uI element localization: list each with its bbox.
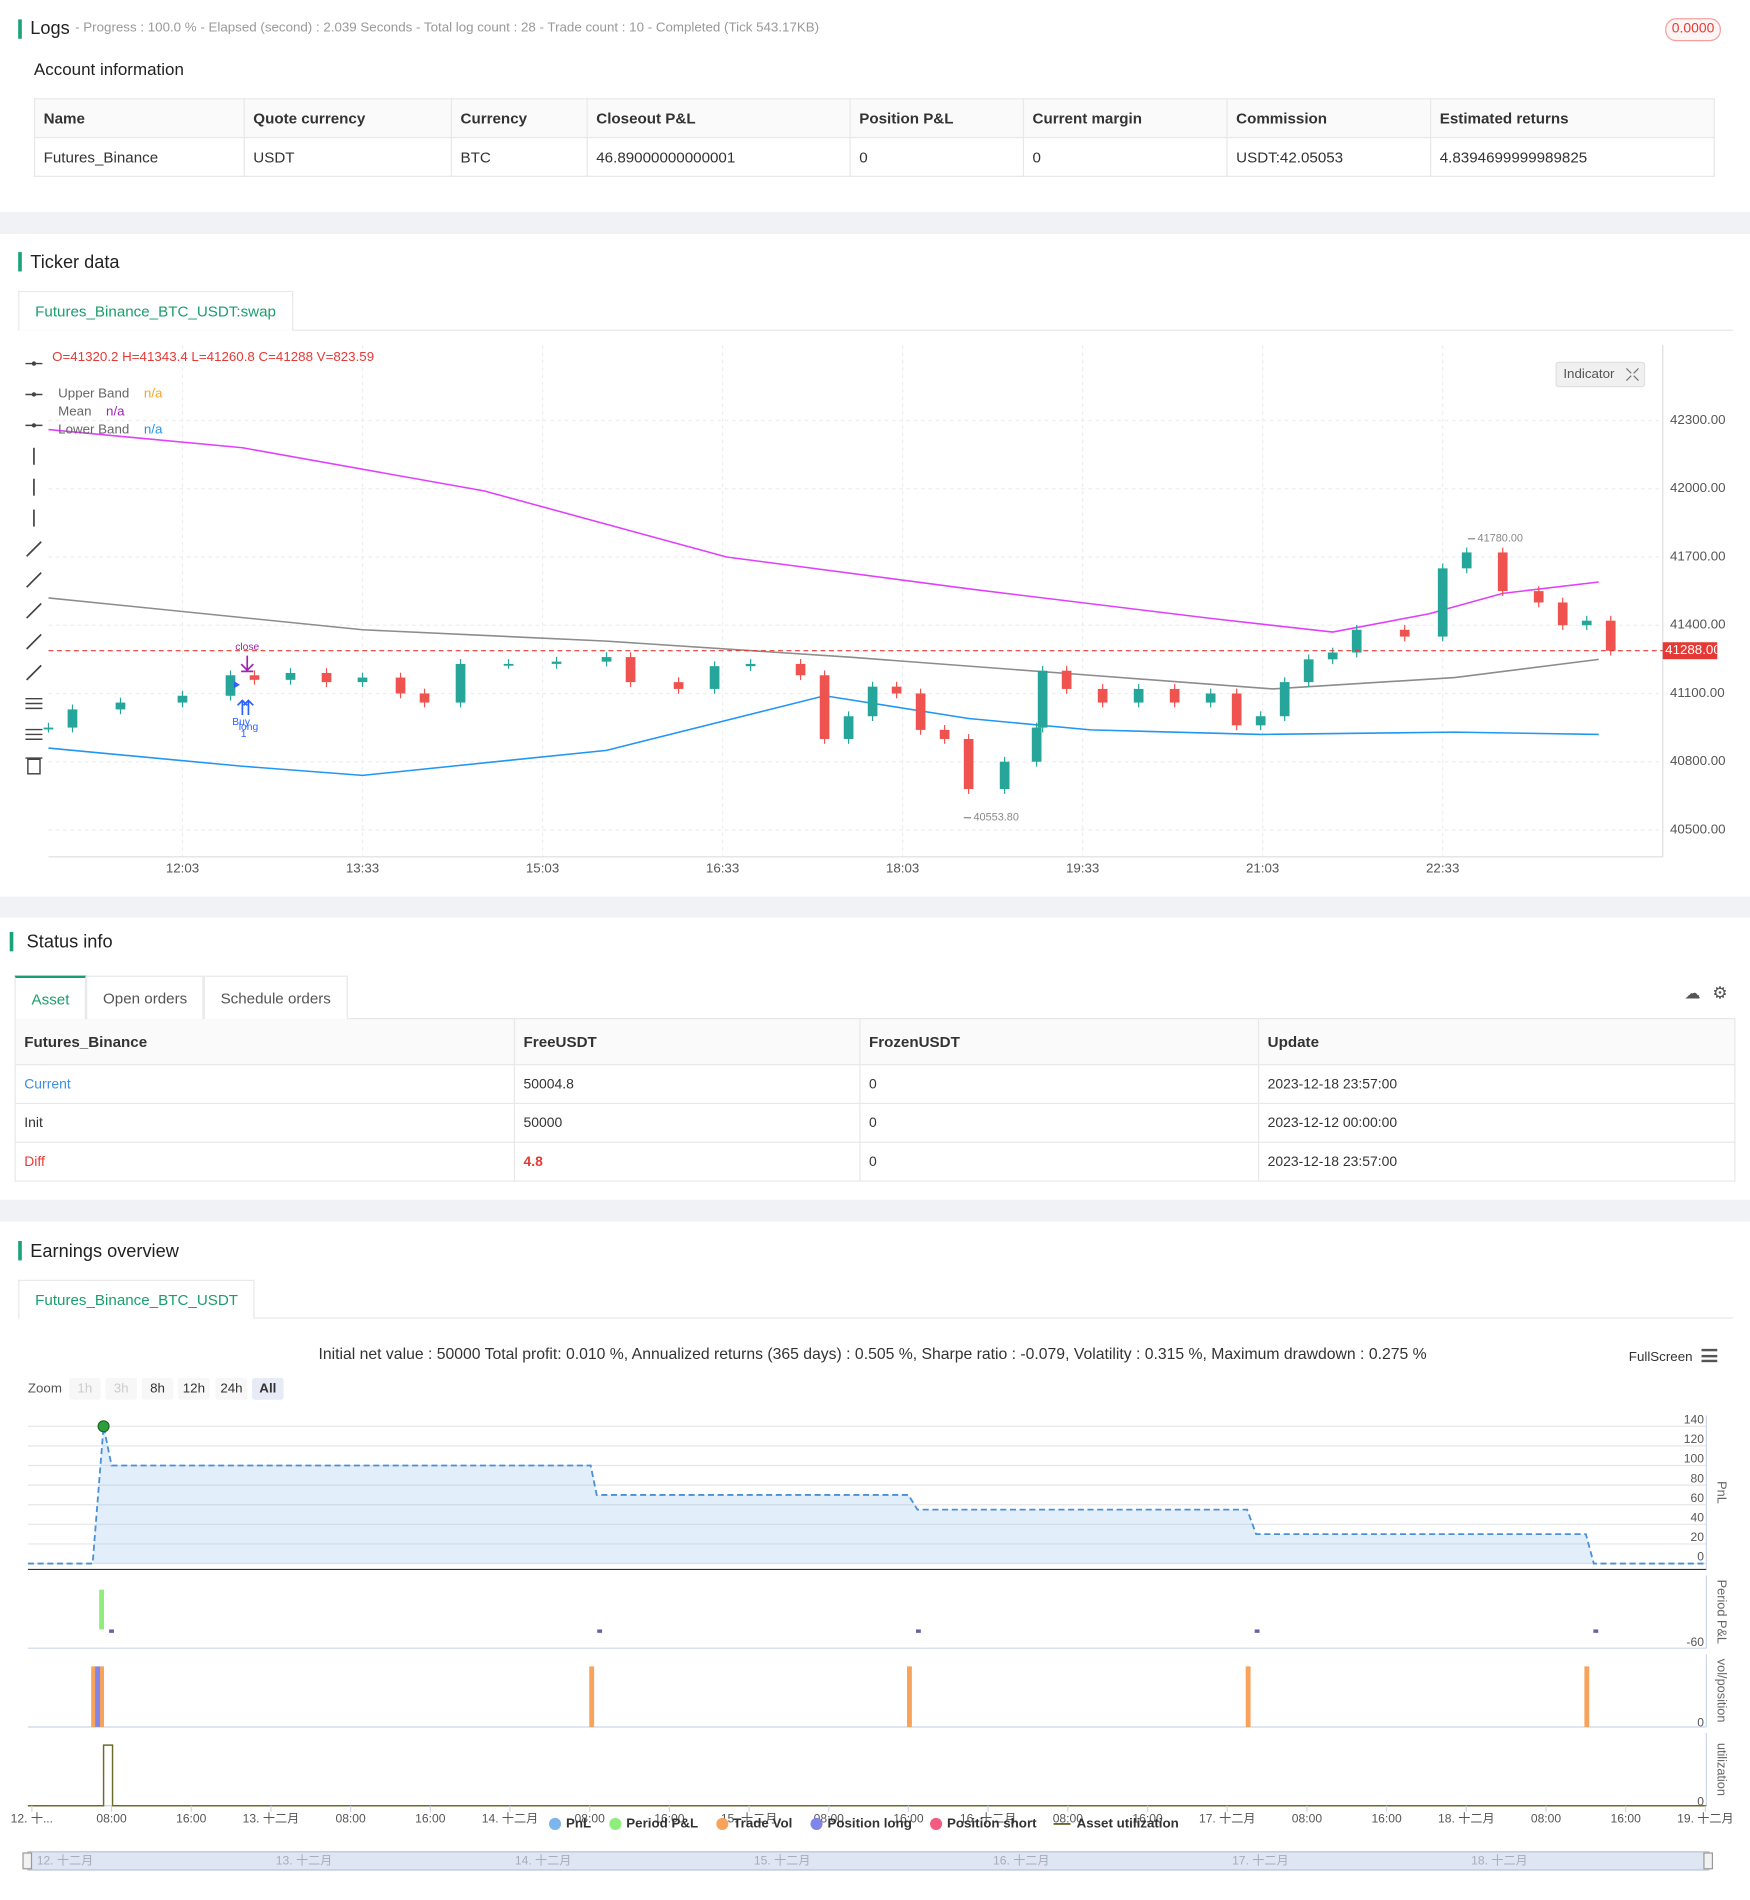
ticker-section: Ticker data Futures_Binance_BTC_USDT:swa… — [0, 233, 1750, 897]
fullscreen[interactable]: FullScreen — [1628, 1350, 1693, 1365]
zoom-button[interactable]: 1h — [69, 1377, 101, 1400]
header-cell: FrozenUSDT — [859, 1018, 1260, 1066]
zoom-button[interactable]: 3h — [105, 1377, 137, 1400]
header-cell: Commission — [1226, 98, 1432, 139]
status-tab[interactable]: Schedule orders — [203, 975, 348, 1020]
cell: USDT — [243, 136, 453, 177]
ticker-title: Ticker data — [30, 252, 120, 273]
cell: Init — [14, 1102, 516, 1143]
header-cell: Quote currency — [243, 98, 453, 139]
header-cell: Current margin — [1022, 98, 1228, 139]
logs-section: Logs - Progress : 100.0 % - Elapsed (sec… — [0, 0, 1750, 213]
cell: 4.8394699999989825 — [1430, 136, 1715, 177]
cell: 2023-12-18 23:57:00 — [1257, 1064, 1736, 1105]
cell: 0 — [849, 136, 1025, 177]
row: Diff 4.8 0 2023-12-18 23:57:00 — [14, 1141, 1736, 1182]
zoom-button[interactable]: 24h — [215, 1377, 248, 1400]
cell: 2023-12-18 23:57:00 — [1257, 1141, 1736, 1182]
header-cell: Closeout P&L — [586, 98, 851, 139]
header-cell: Currency — [450, 98, 588, 139]
cell: 50004.8 — [513, 1064, 861, 1105]
cloud-icon[interactable]: ☁ — [1684, 984, 1701, 1003]
accent — [18, 1240, 22, 1261]
cell: 0 — [1022, 136, 1228, 177]
progress: - Progress : 100.0 % - Elapsed (second) … — [75, 20, 820, 36]
logs-title: Logs — [30, 18, 70, 39]
status-tab[interactable]: Asset — [14, 975, 87, 1020]
cell: 46.89000000000001 — [586, 136, 851, 177]
cell: 0 — [859, 1102, 1260, 1143]
accent — [18, 252, 22, 272]
cell: 0 — [859, 1141, 1260, 1182]
cell: 2023-12-12 00:00:00 — [1257, 1102, 1736, 1143]
cell: 50000 — [513, 1102, 861, 1143]
status-section: Status info ☁ ⚙ Futures_Binance FreeUSDT F… — [0, 917, 1750, 1200]
tab-line — [18, 329, 1734, 331]
header-cell: Futures_Binance — [14, 1018, 516, 1066]
zoom-button[interactable]: All — [252, 1377, 284, 1400]
earnings-title: Earnings overview — [30, 1240, 179, 1262]
status-title: Status info — [26, 931, 113, 953]
menu-icon[interactable] — [1701, 1348, 1718, 1363]
header-row: Futures_Binance FreeUSDT FrozenUSDT Update — [14, 1018, 1736, 1066]
zoom-label: Zoom — [27, 1381, 62, 1397]
cell: 4.8 — [513, 1141, 861, 1182]
zoom-button[interactable]: 12h — [178, 1377, 210, 1400]
cell: BTC — [450, 136, 588, 177]
row: Futures_Binance USDT BTC 46.89000000000001 0… — [33, 136, 1715, 177]
tab-line — [18, 1317, 1734, 1319]
header-cell: Update — [1257, 1018, 1736, 1066]
header-row: Name Quote currency Currency Closeout P&L Po… — [33, 98, 1715, 139]
header-cell: Estimated returns — [1430, 98, 1715, 139]
cell: Futures_Binance — [33, 136, 245, 177]
status-table: Futures_Binance FreeUSDT FrozenUSDT Update C… — [14, 1018, 1736, 1182]
header-cell: Position P&L — [849, 98, 1025, 139]
badge: 0.0000 — [1665, 18, 1721, 42]
status-tab[interactable]: Open orders — [86, 975, 205, 1020]
accent — [9, 931, 14, 952]
cell: Diff — [14, 1141, 516, 1182]
cell: USDT:42.05053 — [1226, 136, 1432, 177]
row: Current 50004.8 0 2023-12-18 23:57:00 — [14, 1064, 1736, 1105]
account-title: Account information — [33, 59, 184, 79]
zoom-button[interactable]: 8h — [141, 1377, 174, 1400]
header-cell: Name — [33, 98, 245, 139]
account-table: Name Quote currency Currency Closeout P&L Po… — [33, 98, 1715, 177]
header-cell: FreeUSDT — [513, 1018, 861, 1066]
earnings-tab[interactable]: Futures_Binance_BTC_USDT — [18, 1279, 256, 1319]
settings-icon[interactable]: ⚙ — [1712, 982, 1728, 1003]
cell: Current — [14, 1064, 516, 1105]
accent — [18, 19, 22, 39]
row: Init 50000 0 2023-12-12 00:00:00 — [14, 1102, 1736, 1143]
earnings-section: Earnings overview Futures_Binance_BTC_US… — [0, 1221, 1750, 1900]
ticker-tab[interactable]: Futures_Binance_BTC_USDT:swap — [18, 290, 293, 331]
cell: 0 — [859, 1064, 1260, 1105]
